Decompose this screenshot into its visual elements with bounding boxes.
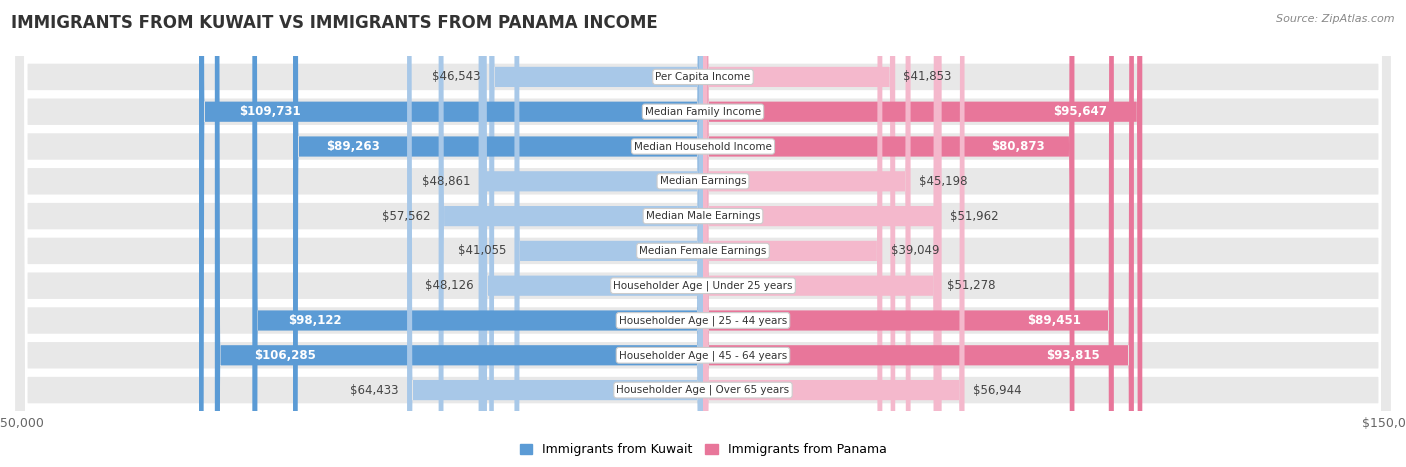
FancyBboxPatch shape <box>14 0 1392 467</box>
Text: $51,962: $51,962 <box>950 210 998 223</box>
Text: Householder Age | Under 25 years: Householder Age | Under 25 years <box>613 281 793 291</box>
FancyBboxPatch shape <box>14 0 1392 467</box>
Text: $106,285: $106,285 <box>254 349 316 362</box>
Text: $64,433: $64,433 <box>350 383 399 396</box>
FancyBboxPatch shape <box>515 0 703 467</box>
FancyBboxPatch shape <box>703 0 939 467</box>
FancyBboxPatch shape <box>252 0 703 467</box>
FancyBboxPatch shape <box>14 0 1392 467</box>
Text: Householder Age | 45 - 64 years: Householder Age | 45 - 64 years <box>619 350 787 361</box>
Text: Median Earnings: Median Earnings <box>659 177 747 186</box>
FancyBboxPatch shape <box>14 0 1392 467</box>
FancyBboxPatch shape <box>482 0 703 467</box>
FancyBboxPatch shape <box>489 0 703 467</box>
Text: $95,647: $95,647 <box>1053 105 1107 118</box>
Text: $41,055: $41,055 <box>458 244 506 257</box>
FancyBboxPatch shape <box>14 0 1392 467</box>
FancyBboxPatch shape <box>14 0 1392 467</box>
FancyBboxPatch shape <box>703 0 1074 467</box>
FancyBboxPatch shape <box>703 0 1142 467</box>
FancyBboxPatch shape <box>703 0 965 467</box>
Text: Median Female Earnings: Median Female Earnings <box>640 246 766 256</box>
FancyBboxPatch shape <box>14 0 1392 467</box>
Text: Per Capita Income: Per Capita Income <box>655 72 751 82</box>
FancyBboxPatch shape <box>408 0 703 467</box>
FancyBboxPatch shape <box>703 0 1133 467</box>
FancyBboxPatch shape <box>703 0 911 467</box>
Text: $57,562: $57,562 <box>382 210 430 223</box>
Text: $89,263: $89,263 <box>326 140 380 153</box>
Text: IMMIGRANTS FROM KUWAIT VS IMMIGRANTS FROM PANAMA INCOME: IMMIGRANTS FROM KUWAIT VS IMMIGRANTS FRO… <box>11 14 658 32</box>
Text: $56,944: $56,944 <box>973 383 1021 396</box>
FancyBboxPatch shape <box>478 0 703 467</box>
FancyBboxPatch shape <box>14 0 1392 467</box>
FancyBboxPatch shape <box>703 0 896 467</box>
Text: $89,451: $89,451 <box>1028 314 1081 327</box>
FancyBboxPatch shape <box>215 0 703 467</box>
FancyBboxPatch shape <box>703 0 942 467</box>
Text: Median Male Earnings: Median Male Earnings <box>645 211 761 221</box>
Text: $98,122: $98,122 <box>288 314 342 327</box>
Legend: Immigrants from Kuwait, Immigrants from Panama: Immigrants from Kuwait, Immigrants from … <box>515 439 891 461</box>
FancyBboxPatch shape <box>703 0 883 467</box>
Text: Median Household Income: Median Household Income <box>634 142 772 151</box>
FancyBboxPatch shape <box>14 0 1392 467</box>
FancyBboxPatch shape <box>14 0 1392 467</box>
Text: Householder Age | Over 65 years: Householder Age | Over 65 years <box>616 385 790 396</box>
Text: Median Family Income: Median Family Income <box>645 107 761 117</box>
Text: $93,815: $93,815 <box>1046 349 1099 362</box>
Text: Householder Age | 25 - 44 years: Householder Age | 25 - 44 years <box>619 315 787 326</box>
FancyBboxPatch shape <box>703 0 1114 467</box>
Text: $45,198: $45,198 <box>920 175 967 188</box>
FancyBboxPatch shape <box>292 0 703 467</box>
Text: $39,049: $39,049 <box>890 244 939 257</box>
Text: $80,873: $80,873 <box>991 140 1045 153</box>
Text: Source: ZipAtlas.com: Source: ZipAtlas.com <box>1277 14 1395 24</box>
Text: $48,126: $48,126 <box>425 279 474 292</box>
Text: $48,861: $48,861 <box>422 175 471 188</box>
Text: $51,278: $51,278 <box>946 279 995 292</box>
Text: $41,853: $41,853 <box>904 71 952 84</box>
FancyBboxPatch shape <box>439 0 703 467</box>
Text: $46,543: $46,543 <box>433 71 481 84</box>
FancyBboxPatch shape <box>200 0 703 467</box>
Text: $109,731: $109,731 <box>239 105 301 118</box>
